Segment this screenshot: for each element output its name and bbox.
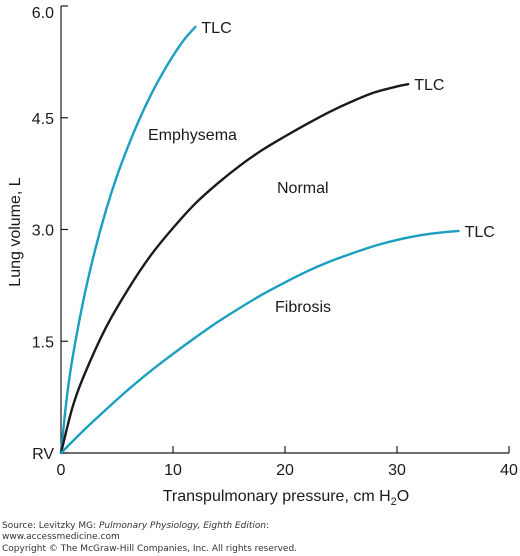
y-tick-label: 4.5 [32,111,54,128]
x-tick-label: 0 [57,462,66,479]
ticks: 0 10 20 30 40 RV 1.5 3.0 4.5 6.0 [32,5,518,479]
axes [60,6,509,454]
x-tick-label: 10 [164,462,182,479]
series-name-normal: Normal [277,180,329,197]
x-axis-label-end: O [397,488,409,505]
x-axis-label: Transpulmonary pressure, cm H2O [163,488,410,505]
series-name-fibrosis: Fibrosis [275,299,331,316]
x-tick-label: 40 [500,462,518,479]
tlc-label-normal: TLC [414,77,444,94]
curve-labels: TLC Emphysema TLC Normal TLC Fibrosis [148,20,495,316]
copyright-line: Copyright © The McGraw-Hill Companies, I… [2,544,298,554]
x-axis-label-main: Transpulmonary pressure, cm H [163,488,391,505]
tlc-label-fibrosis: TLC [465,224,495,241]
y-axis-label: Lung volume, L [7,177,24,287]
source-book-title: Pulmonary Physiology, Eighth Edition [99,521,267,531]
y-tick-label: 1.5 [32,334,54,351]
series-line-fibrosis [59,229,460,455]
source-line-2: www.accessmedicine.com [2,532,120,542]
x-tick-label: 30 [388,462,406,479]
source-line-1: Source: Levitzky MG: Pulmonary Physiolog… [2,520,269,532]
x-tick-label: 20 [276,462,294,479]
tlc-label-emphysema: TLC [201,20,231,37]
series-name-emphysema: Emphysema [148,127,237,144]
series-line-normal [59,83,410,455]
source-suffix: : [266,521,270,531]
x-axis-label-subscript: 2 [391,496,397,505]
source-prefix: Source: Levitzky MG: [2,521,99,531]
y-tick-label: RV [32,446,54,463]
y-tick-label: 6.0 [32,5,54,22]
series-line-emphysema [59,25,197,455]
series-group [59,25,460,455]
lung-compliance-chart: 0 10 20 30 40 RV 1.5 3.0 4.5 6.0 TLC Emphysema TLC N… [7,5,518,505]
y-tick-label: 3.0 [32,223,54,240]
